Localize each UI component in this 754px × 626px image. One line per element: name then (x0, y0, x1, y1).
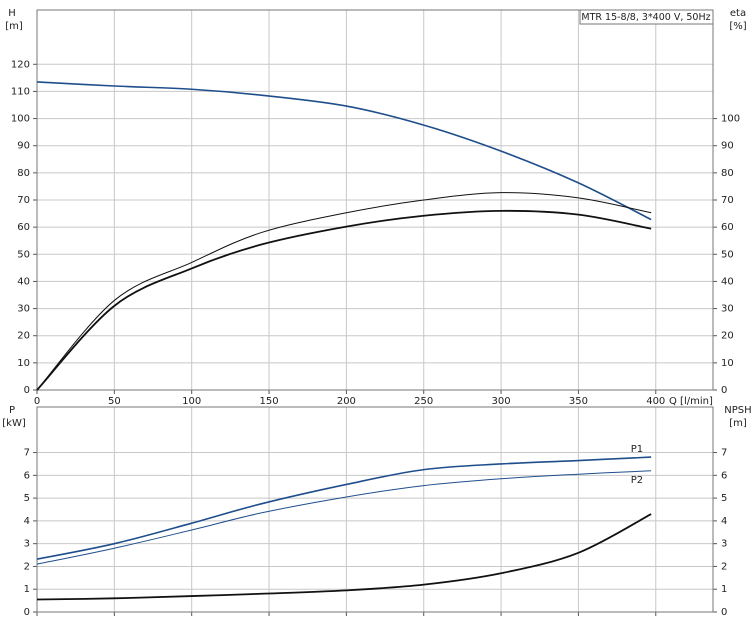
y-tick-label: 3 (24, 539, 30, 550)
x-tick-label: 200 (337, 396, 356, 407)
x-axis-label: Q [l/min] (669, 396, 713, 407)
plot-frame (36, 9, 714, 391)
x-tick-label: 150 (259, 396, 278, 407)
y2-axis-label: NPSH (724, 405, 751, 416)
y-axis-unit: [m] (5, 21, 23, 32)
y2-tick-label: 1 (721, 584, 727, 595)
y-tick-label: 50 (17, 249, 30, 260)
y-tick-label: 1 (24, 584, 30, 595)
curve (36, 81, 652, 221)
y-tick-label: 10 (17, 358, 30, 369)
y2-axis-unit: [m] (729, 418, 747, 429)
y2-tick-label: 6 (721, 470, 727, 481)
y-tick-label: 120 (11, 59, 30, 70)
y-tick-label: 90 (17, 141, 30, 152)
x-tick-label: 50 (108, 396, 121, 407)
x-tick-label: 100 (182, 396, 201, 407)
y2-tick-label: 100 (721, 114, 740, 125)
annotation: MTR 15-8/8, 3*400 V, 50Hz (581, 12, 710, 23)
y2-tick-label: 80 (721, 168, 734, 179)
curve (36, 470, 652, 565)
y-tick-label: 40 (17, 276, 30, 287)
y2-axis-unit: [%] (729, 21, 746, 32)
y2-tick-label: 20 (721, 331, 734, 342)
annotation-box (579, 9, 714, 25)
y-tick-label: 80 (17, 168, 30, 179)
y2-tick-label: 50 (721, 249, 734, 260)
y2-tick-label: 30 (721, 304, 734, 315)
y2-tick-label: 7 (721, 448, 727, 459)
x-tick-label: 300 (492, 396, 511, 407)
y2-tick-label: 40 (721, 276, 734, 287)
curve (36, 513, 652, 601)
y-axis-unit: [kW] (2, 418, 26, 429)
y-tick-label: 5 (24, 493, 30, 504)
y2-tick-label: 2 (721, 561, 727, 572)
series-label: P2 (631, 475, 643, 486)
y-tick-label: 2 (24, 561, 30, 572)
y-tick-label: 70 (17, 195, 30, 206)
y2-tick-label: 4 (721, 516, 727, 527)
x-tick-label: 250 (414, 396, 433, 407)
plot-frame (36, 406, 714, 613)
y-tick-label: 60 (17, 222, 30, 233)
y-tick-label: 4 (24, 516, 30, 527)
y2-tick-label: 90 (721, 141, 734, 152)
x-tick-label: 0 (34, 396, 40, 407)
y-tick-label: 7 (24, 448, 30, 459)
y2-tick-label: 10 (721, 358, 734, 369)
y2-tick-label: 0 (721, 385, 727, 396)
curve (36, 192, 652, 391)
y2-tick-label: 3 (721, 539, 727, 550)
x-tick-label: 400 (646, 396, 665, 407)
curve (36, 209, 652, 391)
y-tick-label: 6 (24, 470, 30, 481)
y-axis-label: H (8, 8, 16, 19)
x-tick-label: 350 (569, 396, 588, 407)
y2-tick-label: 5 (721, 493, 727, 504)
y-tick-label: 100 (11, 114, 30, 125)
y2-tick-label: 70 (721, 195, 734, 206)
y-tick-label: 30 (17, 304, 30, 315)
y2-tick-label: 0 (721, 607, 727, 618)
series-label: P1 (631, 444, 643, 455)
y2-axis-label: eta (730, 8, 746, 19)
y-tick-label: 0 (24, 607, 30, 618)
y-tick-label: 20 (17, 331, 30, 342)
y-tick-label: 110 (11, 86, 30, 97)
y2-tick-label: 60 (721, 222, 734, 233)
y-axis-label: P (9, 405, 15, 416)
y-tick-label: 0 (24, 385, 30, 396)
curve (36, 456, 652, 560)
